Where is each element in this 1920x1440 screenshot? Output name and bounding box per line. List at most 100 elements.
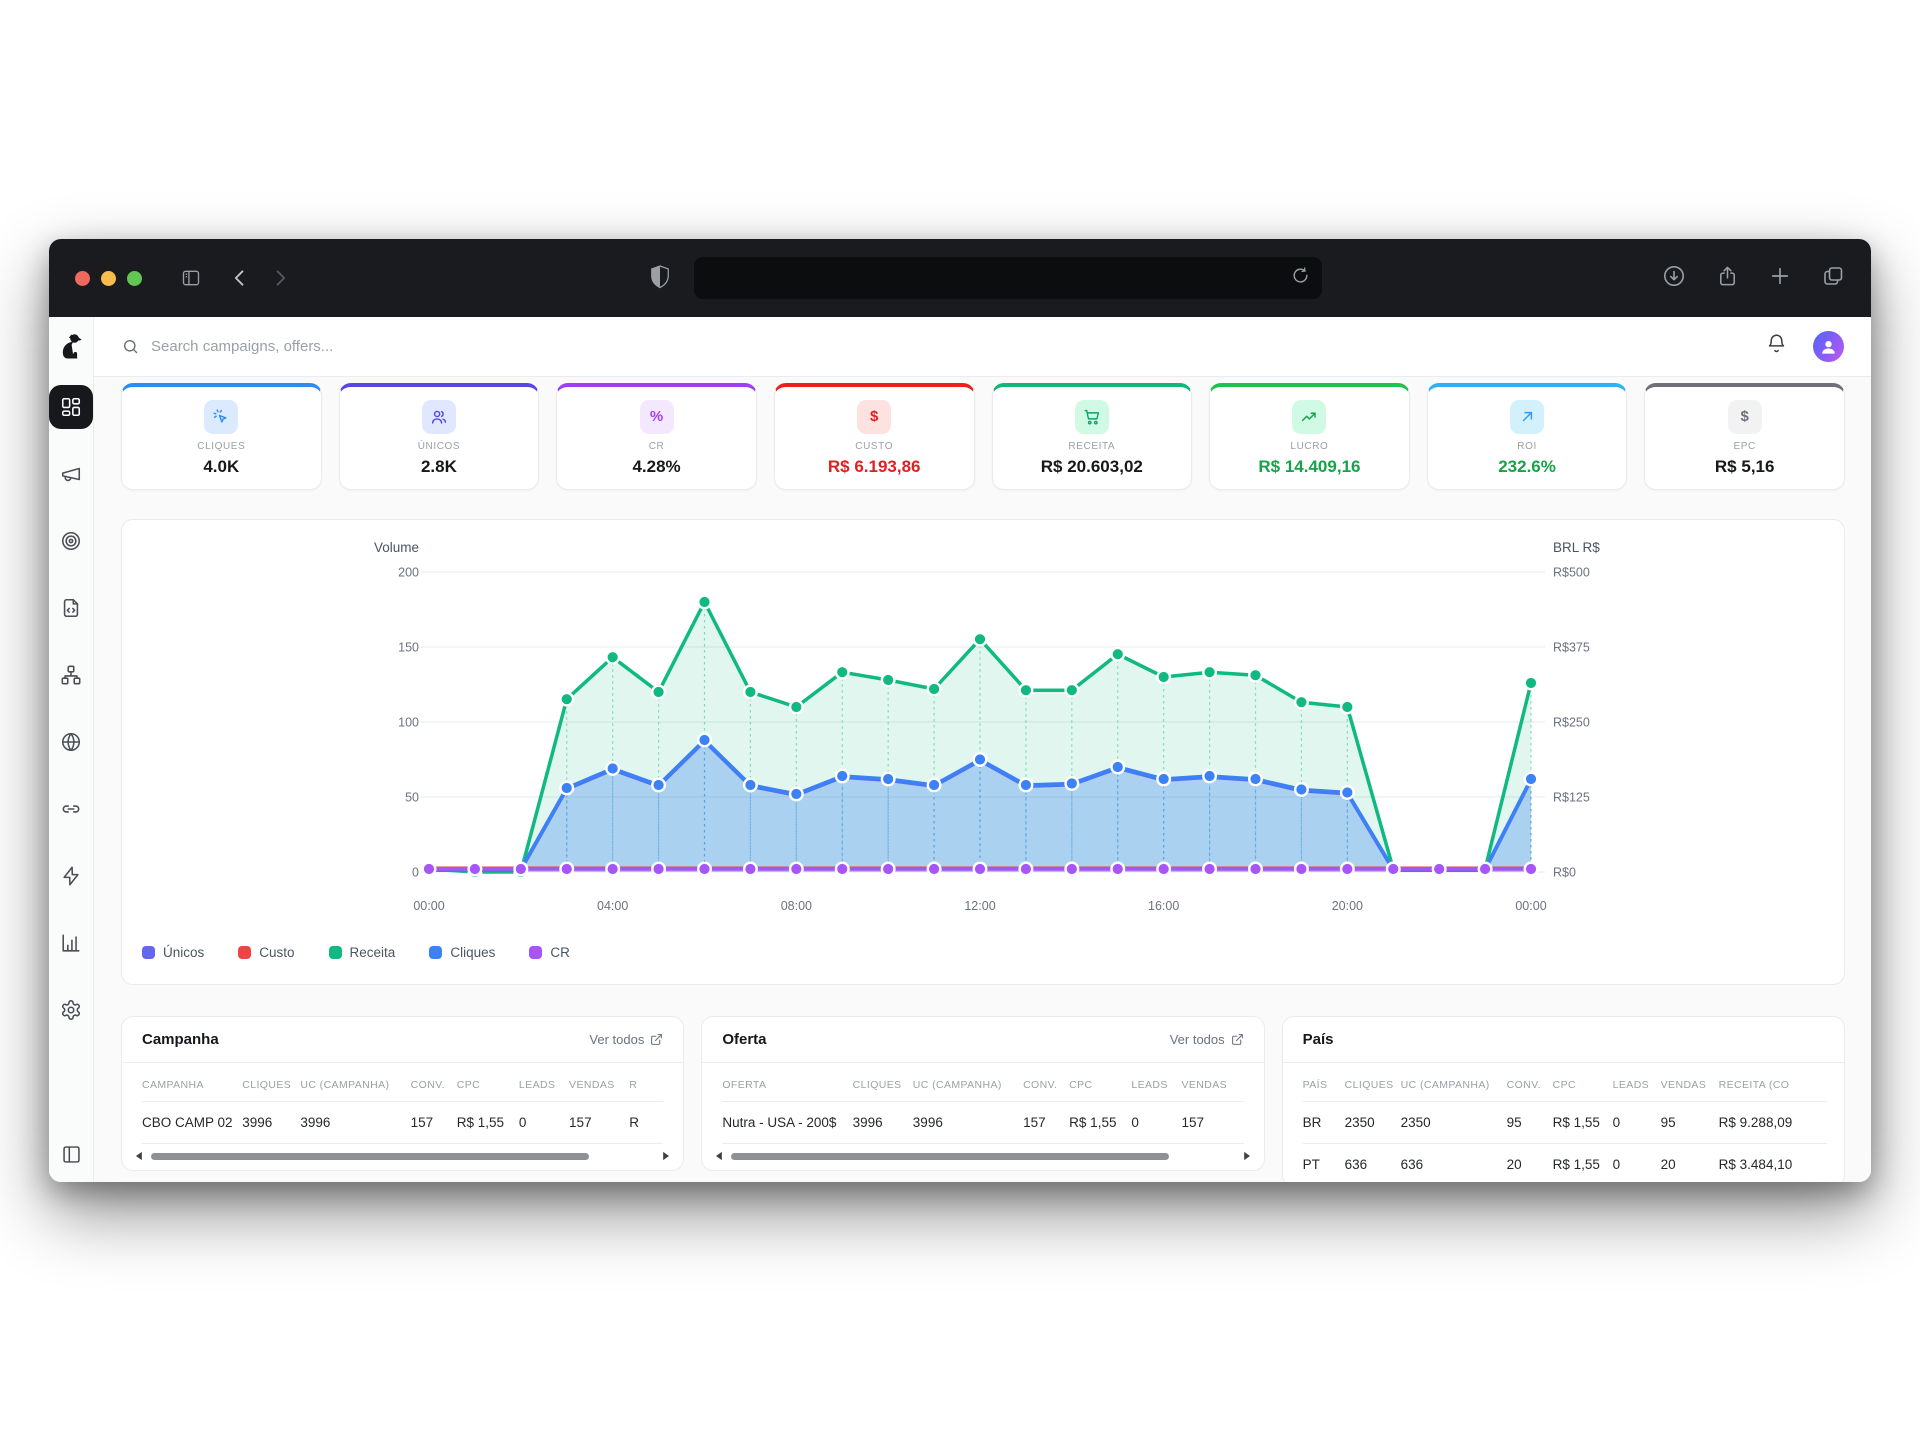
zap-icon bbox=[63, 866, 79, 886]
scroll-right-icon[interactable] bbox=[1243, 1151, 1252, 1161]
table-cell: 3996 bbox=[912, 1101, 1024, 1144]
table-cell: 95 bbox=[1660, 1101, 1719, 1144]
dollar-icon: $ bbox=[1727, 399, 1762, 434]
legend-item-receita[interactable]: Receita bbox=[328, 945, 395, 960]
table-cell: 20 bbox=[1660, 1143, 1719, 1182]
horizontal-scrollbar[interactable] bbox=[122, 1144, 683, 1170]
address-bar[interactable] bbox=[694, 257, 1322, 299]
notifications-button[interactable] bbox=[1766, 333, 1787, 360]
new-tab-icon[interactable] bbox=[1769, 265, 1791, 292]
sidebar-collapse-button[interactable] bbox=[61, 1144, 82, 1170]
search-bar[interactable] bbox=[122, 338, 1766, 355]
chart-panel: 0 R$0 50 R$125 100 R$250 150 R$375 200 R$500 Volum… bbox=[121, 519, 1845, 985]
legend-label: Custo bbox=[259, 945, 295, 960]
table-cell: R$ 3.484,10 bbox=[1718, 1143, 1827, 1182]
column-header: VENDAS bbox=[569, 1067, 630, 1102]
column-header: R bbox=[629, 1067, 664, 1102]
users-icon bbox=[421, 399, 456, 434]
table-row: CBO CAMP 02 3996 3996 157 R$ 1,55 0 157 R bbox=[142, 1101, 664, 1144]
tab-overview-icon[interactable] bbox=[1821, 264, 1845, 293]
reload-icon[interactable] bbox=[1291, 266, 1310, 290]
metric-value: 2.8K bbox=[420, 456, 457, 476]
zoom-window-button[interactable] bbox=[127, 270, 142, 286]
shield-icon[interactable] bbox=[649, 263, 671, 296]
sidebar-item-gear[interactable] bbox=[49, 988, 93, 1032]
minimize-window-button[interactable] bbox=[101, 270, 116, 286]
legend-item-únicos[interactable]: Únicos bbox=[142, 945, 204, 960]
search-input[interactable] bbox=[151, 338, 571, 355]
metric-card-lucro: LUCRO R$ 14.409,16 bbox=[1209, 383, 1410, 490]
forward-icon[interactable] bbox=[270, 268, 290, 288]
traffic-lights bbox=[75, 270, 142, 286]
sidebar-item-target[interactable] bbox=[49, 519, 93, 563]
column-header: RECEITA (CO bbox=[1718, 1067, 1827, 1102]
column-header: UC (CAMPANHA) bbox=[912, 1067, 1024, 1102]
table-title: Campanha bbox=[142, 1031, 219, 1048]
column-header: LEADS bbox=[1612, 1067, 1661, 1102]
close-window-button[interactable] bbox=[75, 270, 90, 286]
table-cell: 157 bbox=[1023, 1101, 1070, 1144]
external-link-icon bbox=[651, 1034, 663, 1045]
download-icon[interactable] bbox=[1662, 264, 1686, 293]
metric-card-roi: ROI 232.6% bbox=[1426, 383, 1628, 490]
table-panel-país: País PAÍS CLIQUES UC (CAMPANHA) CONV. CPC LEAD… bbox=[1281, 1016, 1845, 1182]
ver-todos-link[interactable]: Ver todos bbox=[589, 1032, 663, 1047]
sidebar bbox=[49, 317, 94, 1182]
sidebar-item-zap[interactable] bbox=[49, 854, 93, 898]
time-series-chart: 0 R$0 50 R$125 100 R$250 150 R$375 200 R$500 Volum… bbox=[374, 540, 1600, 913]
sidebar-item-dashboard[interactable] bbox=[49, 385, 93, 429]
legend-item-custo[interactable]: Custo bbox=[238, 945, 295, 960]
metric-card-cr: % CR 4.28% bbox=[556, 383, 757, 490]
target-icon bbox=[61, 531, 81, 551]
app-logo[interactable] bbox=[49, 317, 93, 377]
metric-value: R$ 20.603,02 bbox=[1040, 456, 1143, 476]
legend-item-cliques[interactable]: Cliques bbox=[429, 945, 495, 960]
column-header: CAMPANHA bbox=[142, 1067, 243, 1102]
megaphone-icon bbox=[61, 467, 81, 482]
sidebar-item-megaphone[interactable] bbox=[49, 452, 93, 496]
scrollbar-thumb[interactable] bbox=[731, 1152, 1170, 1160]
table-cell: R$ 1,55 bbox=[1552, 1101, 1613, 1144]
scroll-right-icon[interactable] bbox=[662, 1151, 671, 1161]
legend-item-cr[interactable]: CR bbox=[529, 945, 570, 960]
network-icon bbox=[61, 665, 81, 685]
file-code-icon bbox=[63, 598, 79, 618]
sidebar-item-bar-chart[interactable] bbox=[49, 921, 93, 965]
table-cell: PT bbox=[1302, 1143, 1345, 1182]
sidebar-item-link[interactable] bbox=[49, 787, 93, 831]
metric-value: 4.28% bbox=[632, 456, 681, 476]
svg-text:150: 150 bbox=[398, 641, 419, 655]
horizontal-scrollbar[interactable] bbox=[702, 1144, 1263, 1170]
cursor-click-icon bbox=[204, 399, 239, 434]
sidebar-item-globe[interactable] bbox=[49, 720, 93, 764]
ver-todos-link[interactable]: Ver todos bbox=[1170, 1032, 1244, 1047]
scrollbar-track[interactable] bbox=[731, 1152, 1234, 1160]
metric-card-únicos: ÚNICOS 2.8K bbox=[338, 383, 540, 490]
svg-text:04:00: 04:00 bbox=[597, 899, 628, 913]
scroll-left-icon[interactable] bbox=[714, 1151, 723, 1161]
sidebar-toggle-icon[interactable] bbox=[180, 268, 202, 288]
legend-swatch bbox=[328, 946, 342, 959]
table-title: Oferta bbox=[722, 1031, 767, 1048]
column-header: CPC bbox=[456, 1067, 519, 1102]
svg-text:50: 50 bbox=[405, 791, 419, 805]
sidebar-item-network[interactable] bbox=[49, 653, 93, 697]
link-icon bbox=[62, 805, 80, 813]
back-icon[interactable] bbox=[230, 268, 250, 288]
table-cell: R$ 1,55 bbox=[1069, 1101, 1132, 1144]
avatar[interactable] bbox=[1813, 331, 1844, 362]
svg-text:BRL R$: BRL R$ bbox=[1553, 540, 1600, 555]
column-header: CONV. bbox=[410, 1067, 457, 1102]
svg-text:Volume: Volume bbox=[374, 540, 419, 555]
metric-value: 232.6% bbox=[1498, 456, 1556, 476]
scrollbar-thumb[interactable] bbox=[151, 1152, 589, 1160]
metric-card-epc: $ EPC R$ 5,16 bbox=[1644, 383, 1845, 490]
table-cell: CBO CAMP 02 bbox=[142, 1101, 243, 1144]
dashboard-content: CLIQUES 4.0K ÚNICOS 2.8K% CR 4.28% $ CUSTO R$ 6.… bbox=[94, 377, 1871, 1182]
scroll-left-icon[interactable] bbox=[134, 1151, 143, 1161]
share-icon[interactable] bbox=[1716, 264, 1739, 293]
percent-icon: % bbox=[639, 399, 674, 434]
sidebar-item-file-code[interactable] bbox=[49, 586, 93, 630]
scrollbar-track[interactable] bbox=[151, 1152, 654, 1160]
metric-label: ROI bbox=[1517, 440, 1537, 452]
